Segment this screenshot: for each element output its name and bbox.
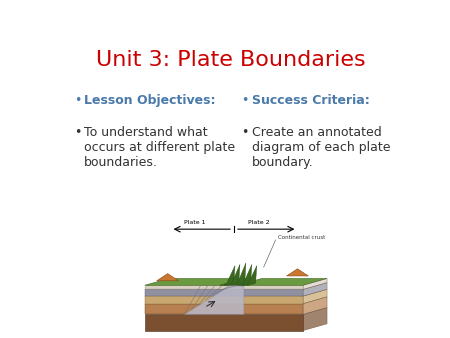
Text: •: • (74, 94, 81, 107)
Text: Create an annotated
diagram of each plate
boundary.: Create an annotated diagram of each plat… (252, 126, 390, 169)
Polygon shape (145, 285, 303, 289)
Polygon shape (303, 297, 327, 314)
Text: Plate 1: Plate 1 (184, 220, 205, 225)
Text: Lesson Objectives:: Lesson Objectives: (84, 94, 216, 107)
Polygon shape (303, 308, 327, 331)
Text: •: • (74, 126, 81, 140)
Polygon shape (236, 264, 252, 285)
Polygon shape (145, 304, 303, 314)
Polygon shape (145, 279, 254, 285)
Text: Continental crust: Continental crust (278, 235, 325, 240)
Text: •: • (241, 94, 248, 107)
Text: To understand what
occurs at different plate
boundaries.: To understand what occurs at different p… (84, 126, 235, 169)
Polygon shape (145, 296, 303, 304)
Text: Plate 2: Plate 2 (248, 220, 270, 225)
Polygon shape (241, 266, 257, 285)
Polygon shape (157, 274, 179, 281)
Polygon shape (238, 279, 327, 285)
Text: Unit 3: Plate Boundaries: Unit 3: Plate Boundaries (96, 50, 365, 70)
Polygon shape (145, 289, 303, 296)
Polygon shape (184, 286, 244, 314)
Polygon shape (220, 266, 235, 285)
Text: •: • (241, 126, 248, 140)
Polygon shape (303, 283, 327, 296)
Polygon shape (287, 269, 308, 276)
Polygon shape (303, 289, 327, 304)
Text: Success Criteria:: Success Criteria: (252, 94, 369, 107)
Polygon shape (303, 279, 327, 289)
Polygon shape (225, 264, 240, 285)
Polygon shape (230, 263, 246, 285)
Polygon shape (145, 314, 303, 331)
